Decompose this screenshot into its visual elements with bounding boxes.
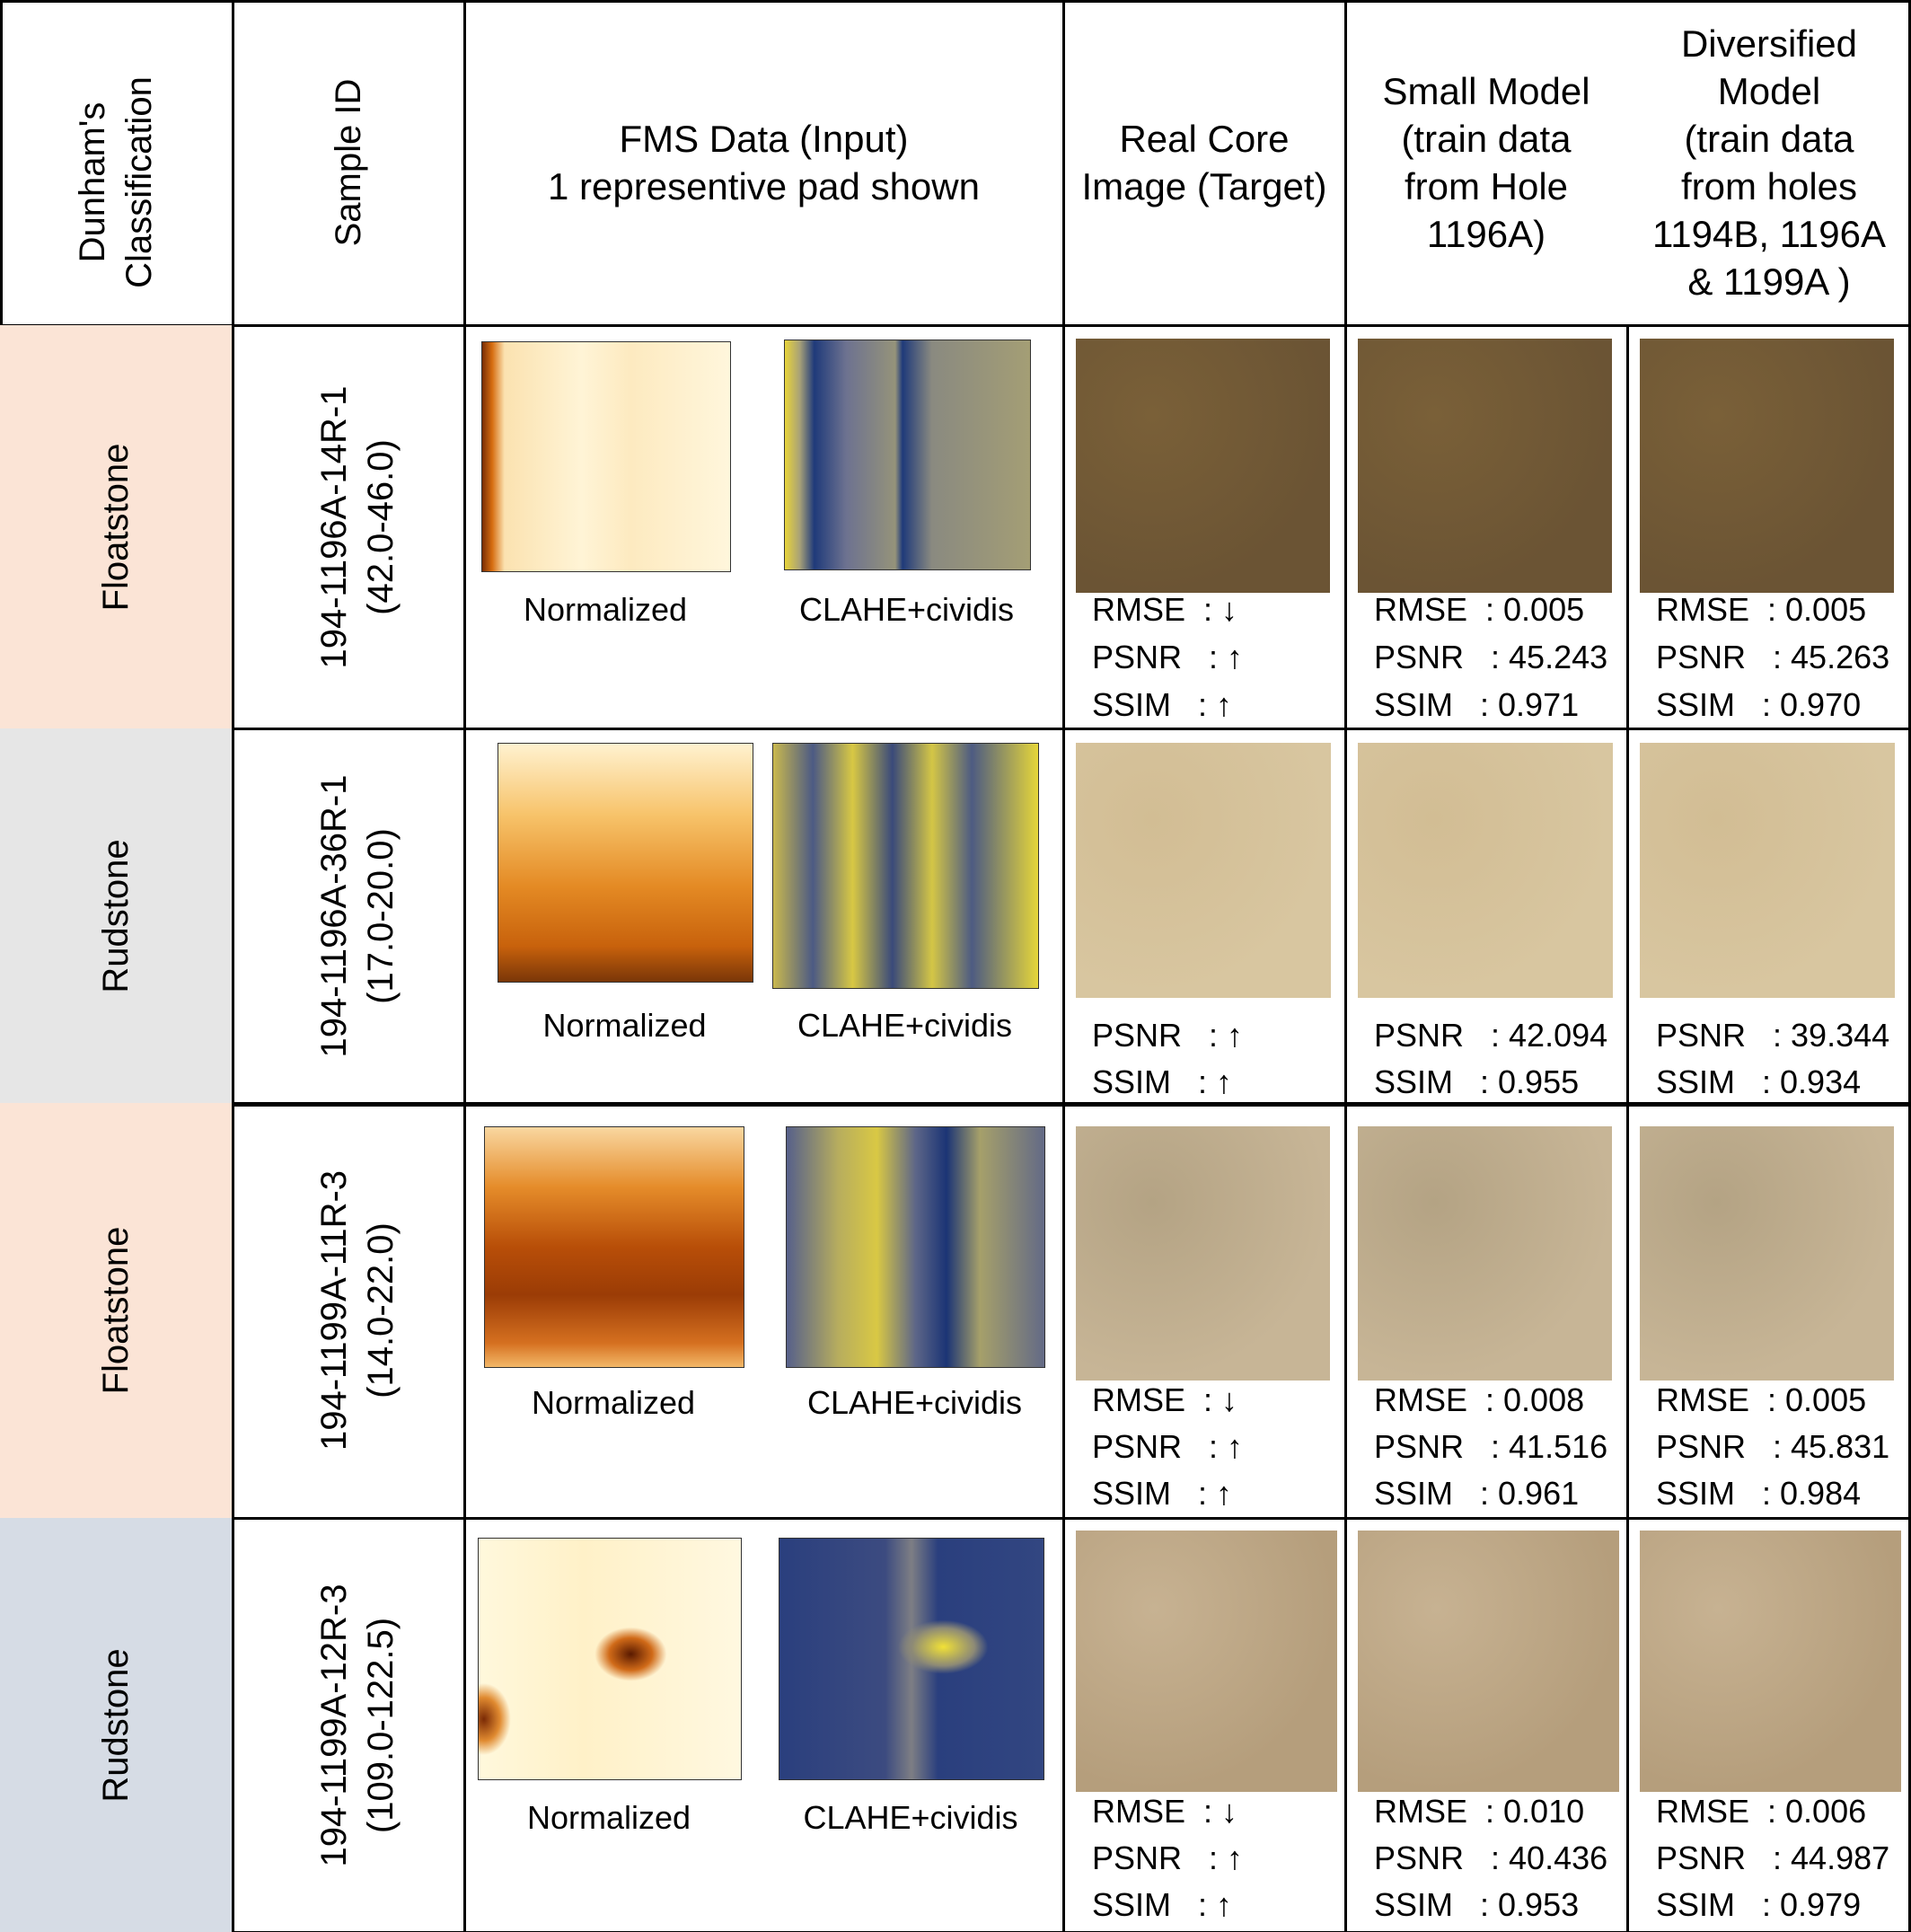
target-metric-ssim: SSIM : ↑ (1092, 686, 1233, 723)
diversified-model-psnr: PSNR : 45.831 (1656, 1428, 1890, 1465)
diversified-model-output-image (1640, 743, 1895, 998)
sample-id-label: 194-1199A-12R-3 (109.0-122.5) (314, 1583, 401, 1867)
target-metric-psnr: PSNR : ↑ (1092, 639, 1244, 675)
target-metric-rmse: RMSE : ↓ (1092, 1381, 1238, 1418)
fms-normalized-image (478, 1538, 742, 1780)
row-divider (0, 1102, 1911, 1107)
normalized-caption: Normalized (523, 591, 688, 628)
column-divider (1908, 0, 1911, 1932)
target-metric-psnr: PSNR : ↑ (1092, 1017, 1244, 1054)
clahe-caption: CLAHE+cividis (797, 1007, 1013, 1044)
diversified-model-rmse: RMSE : 0.006 (1656, 1793, 1867, 1830)
target-metric-ssim: SSIM : ↑ (1092, 1886, 1233, 1923)
target-metric-ssim: SSIM : ↑ (1092, 1063, 1233, 1100)
normalized-caption: Normalized (526, 1799, 691, 1836)
small-model-rmse: RMSE : 0.005 (1374, 591, 1585, 628)
diversified-model-output-image (1640, 339, 1894, 593)
classification-label: Floatstone (96, 443, 136, 611)
fms-normalized-image (484, 1126, 744, 1368)
target-metric-ssim: SSIM : ↑ (1092, 1475, 1233, 1512)
sample-id-label: 194-1196A-36R-1 (17.0-20.0) (314, 773, 401, 1058)
diversified-model-ssim: SSIM : 0.979 (1656, 1886, 1862, 1923)
row-divider (0, 1517, 1911, 1520)
fms-normalized-image (498, 743, 753, 983)
normalized-caption: Normalized (531, 1384, 696, 1421)
column-divider (1626, 325, 1629, 1932)
column-divider (463, 0, 466, 1932)
small-model-psnr: PSNR : 42.094 (1374, 1017, 1608, 1054)
small-model-psnr: PSNR : 40.436 (1374, 1839, 1608, 1876)
small-model-output-image (1358, 743, 1613, 998)
fms-clahe-image (786, 1126, 1045, 1368)
header-sample-id: Sample ID (329, 78, 368, 247)
clahe-caption: CLAHE+cividis (806, 1384, 1023, 1421)
fms-clahe-image (779, 1538, 1044, 1780)
diversified-model-psnr: PSNR : 44.987 (1656, 1839, 1890, 1876)
diversified-model-output-image (1640, 1126, 1894, 1381)
classification-cell (0, 1518, 232, 1932)
sample-id-label: 194-1196A-14R-1 (42.0-46.0) (314, 384, 401, 669)
diversified-model-psnr: PSNR : 39.344 (1656, 1017, 1890, 1054)
small-model-output-image (1358, 339, 1612, 593)
classification-label: Rudstone (96, 1647, 136, 1803)
target-metric-psnr: PSNR : ↑ (1092, 1839, 1244, 1876)
header-divider (0, 324, 1911, 327)
clahe-caption: CLAHE+cividis (798, 591, 1015, 628)
diversified-model-rmse: RMSE : 0.005 (1656, 1381, 1867, 1418)
row-divider (0, 728, 1911, 730)
column-divider (232, 0, 234, 1932)
sample-id-label: 194-1199A-11R-3 (14.0-22.0) (314, 1169, 401, 1451)
real-core-image (1076, 743, 1331, 998)
small-model-ssim: SSIM : 0.961 (1374, 1475, 1580, 1512)
target-metric-psnr: PSNR : ↑ (1092, 1428, 1244, 1465)
real-core-image (1076, 1531, 1337, 1792)
small-model-ssim: SSIM : 0.955 (1374, 1063, 1580, 1100)
fms-clahe-image (784, 340, 1031, 570)
column-divider (1062, 0, 1065, 1932)
small-model-psnr: PSNR : 45.243 (1374, 639, 1608, 675)
classification-cell (0, 728, 232, 1103)
target-metric-rmse: RMSE : ↓ (1092, 591, 1238, 628)
diversified-model-ssim: SSIM : 0.970 (1656, 686, 1862, 723)
diversified-model-rmse: RMSE : 0.005 (1656, 591, 1867, 628)
diversified-model-output-image (1640, 1531, 1901, 1792)
diversified-model-psnr: PSNR : 45.263 (1656, 639, 1890, 675)
small-model-rmse: RMSE : 0.008 (1374, 1381, 1585, 1418)
diversified-model-ssim: SSIM : 0.984 (1656, 1475, 1862, 1512)
header-real-core: Real Core Image (Target) (1081, 118, 1327, 207)
fms-normalized-image (481, 341, 731, 572)
clahe-caption: CLAHE+cividis (803, 1799, 1018, 1836)
header-small-model: Small Model (train data from Hole 1196A) (1382, 70, 1590, 255)
small-model-psnr: PSNR : 41.516 (1374, 1428, 1608, 1465)
small-model-ssim: SSIM : 0.953 (1374, 1886, 1580, 1923)
small-model-output-image (1358, 1531, 1619, 1792)
target-metric-rmse: RMSE : ↓ (1092, 1793, 1238, 1830)
column-divider (1344, 0, 1347, 1932)
top-border (0, 0, 1911, 3)
header-diversified-model: Diversified Model (train data from holes… (1652, 22, 1886, 303)
classification-cell (0, 1103, 232, 1518)
classification-cell (0, 325, 232, 728)
real-core-image (1076, 1126, 1330, 1381)
small-model-output-image (1358, 1126, 1612, 1381)
real-core-image (1076, 339, 1330, 593)
small-model-ssim: SSIM : 0.971 (1374, 686, 1580, 723)
classification-label: Rudstone (96, 838, 136, 993)
diversified-model-ssim: SSIM : 0.934 (1656, 1063, 1862, 1100)
fms-clahe-image (772, 743, 1039, 989)
header-classification: Dunham's Classification (73, 76, 159, 288)
classification-label: Floatstone (96, 1226, 136, 1395)
normalized-caption: Normalized (542, 1007, 707, 1044)
header-fms: FMS Data (Input) 1 representive pad show… (548, 118, 980, 207)
small-model-rmse: RMSE : 0.010 (1374, 1793, 1585, 1830)
